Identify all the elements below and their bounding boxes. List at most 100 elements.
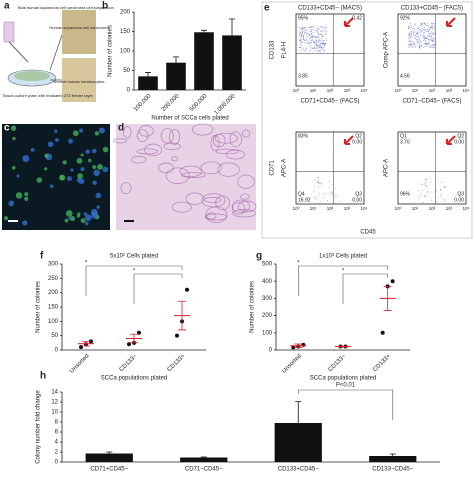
event bbox=[440, 189, 442, 191]
y-tick-label: 10 bbox=[51, 410, 58, 416]
event bbox=[305, 50, 307, 52]
event bbox=[427, 190, 429, 192]
event bbox=[408, 33, 410, 35]
event bbox=[429, 36, 431, 38]
event bbox=[337, 195, 339, 197]
tissue bbox=[192, 123, 214, 136]
event bbox=[418, 33, 420, 35]
y-tick-label: 100 bbox=[48, 319, 59, 325]
event bbox=[331, 194, 333, 196]
event bbox=[334, 195, 336, 197]
event bbox=[429, 35, 431, 37]
cell bbox=[94, 131, 100, 136]
x-tick-label: 1,000,000 bbox=[213, 93, 237, 117]
point bbox=[291, 345, 296, 350]
event bbox=[304, 40, 306, 42]
event bbox=[430, 27, 432, 29]
error-bar bbox=[389, 453, 396, 456]
event bbox=[317, 40, 319, 42]
event bbox=[302, 29, 304, 31]
event bbox=[418, 46, 420, 48]
event bbox=[309, 31, 311, 33]
event bbox=[423, 32, 425, 34]
event bbox=[443, 187, 445, 189]
y-tick-label: 100 bbox=[120, 49, 131, 55]
event bbox=[324, 43, 326, 45]
y-tick-label: 400 bbox=[262, 279, 273, 285]
cell bbox=[70, 168, 74, 172]
event bbox=[317, 179, 319, 181]
cell bbox=[16, 174, 20, 178]
event bbox=[301, 47, 303, 49]
flow-xtick: 10⁴ bbox=[361, 206, 368, 211]
event bbox=[303, 48, 305, 50]
cell bbox=[92, 165, 97, 170]
event bbox=[423, 26, 425, 28]
cell bbox=[80, 218, 86, 224]
x-tick-label: CD133−CD45− bbox=[372, 467, 414, 473]
event bbox=[425, 29, 427, 31]
event bbox=[425, 178, 427, 180]
event bbox=[413, 35, 415, 37]
cell bbox=[65, 210, 73, 217]
cell bbox=[97, 163, 103, 170]
event bbox=[414, 37, 416, 39]
event bbox=[415, 46, 417, 48]
x-tick-label: CD133+ bbox=[372, 353, 392, 373]
flow-xtick: 10² bbox=[327, 88, 334, 93]
event bbox=[429, 40, 431, 42]
event bbox=[320, 46, 322, 48]
event bbox=[425, 24, 427, 26]
cell bbox=[68, 216, 72, 220]
error-bar bbox=[200, 456, 207, 458]
event bbox=[428, 32, 430, 34]
quadrant-label: Q2 bbox=[457, 133, 464, 139]
cell bbox=[30, 147, 35, 152]
event bbox=[431, 33, 433, 35]
tube bbox=[3, 21, 15, 43]
event bbox=[417, 42, 419, 44]
event bbox=[320, 42, 322, 44]
tissue bbox=[144, 143, 163, 157]
event bbox=[312, 39, 314, 41]
event bbox=[410, 36, 412, 38]
event bbox=[421, 44, 423, 46]
event bbox=[426, 41, 428, 43]
significance-bracket bbox=[297, 389, 394, 420]
cell bbox=[24, 192, 29, 197]
point bbox=[175, 333, 179, 338]
event bbox=[302, 36, 304, 38]
event bbox=[319, 33, 321, 35]
image-normal bbox=[62, 58, 96, 102]
event bbox=[420, 40, 422, 42]
x-tick-label: CD71−CD45− bbox=[185, 467, 223, 473]
event bbox=[444, 185, 446, 187]
error-bar bbox=[229, 18, 235, 36]
event bbox=[323, 42, 325, 44]
y-tick-label: 250 bbox=[48, 276, 59, 282]
event bbox=[301, 36, 303, 38]
event bbox=[309, 27, 311, 29]
event bbox=[307, 33, 309, 35]
event bbox=[328, 193, 330, 195]
event bbox=[430, 39, 432, 41]
event bbox=[319, 193, 321, 195]
event bbox=[321, 43, 323, 45]
event bbox=[319, 49, 321, 51]
event bbox=[420, 29, 422, 31]
event bbox=[424, 46, 426, 48]
event bbox=[430, 22, 432, 24]
bar bbox=[85, 453, 133, 462]
x-tick-label: 100,000 bbox=[133, 93, 153, 113]
event bbox=[318, 182, 320, 184]
event bbox=[409, 32, 411, 34]
event bbox=[423, 42, 425, 44]
event bbox=[301, 26, 303, 28]
event bbox=[419, 45, 421, 47]
event bbox=[322, 42, 324, 44]
event bbox=[319, 43, 321, 45]
event bbox=[416, 41, 418, 43]
event bbox=[323, 193, 325, 195]
event bbox=[319, 40, 321, 42]
